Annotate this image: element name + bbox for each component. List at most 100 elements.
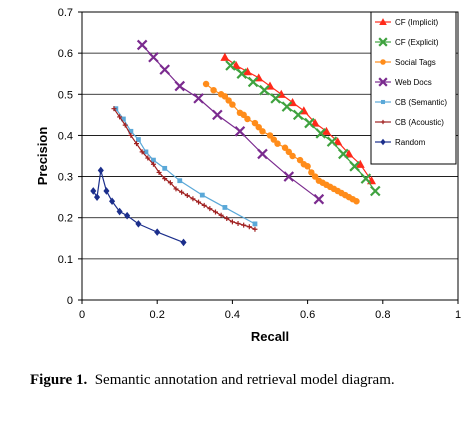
data-point-random xyxy=(94,193,101,201)
data-point-social-tags xyxy=(289,152,296,160)
x-tick-label: 0.4 xyxy=(225,309,240,321)
data-point-cf-explicit xyxy=(338,148,349,160)
data-point-cf-explicit xyxy=(225,60,236,71)
data-point-cb-acoustic xyxy=(252,226,258,232)
data-point-cb-acoustic xyxy=(179,189,185,195)
data-point-cb-acoustic xyxy=(173,186,179,192)
legend-marker-social-tags xyxy=(380,59,386,65)
data-point-social-tags xyxy=(281,144,289,152)
data-point-cb-acoustic xyxy=(150,161,156,167)
legend-label-web-docs: Web Docs xyxy=(395,78,432,87)
y-axis-title: Precision xyxy=(35,127,50,186)
data-point-social-tags xyxy=(244,115,251,123)
legend-label-cf-explicit: CF (Explicit) xyxy=(395,38,439,47)
x-tick-label: 1 xyxy=(455,309,461,321)
data-point-social-tags xyxy=(251,119,259,127)
figure-caption: Figure 1. Semantic annotation and retrie… xyxy=(30,370,450,391)
data-point-social-tags xyxy=(259,128,266,135)
data-point-cb-semantic xyxy=(120,116,126,122)
legend-marker-random xyxy=(380,138,386,146)
data-point-web-docs xyxy=(148,51,159,63)
data-point-web-docs xyxy=(234,126,246,137)
data-point-cb-acoustic xyxy=(122,122,128,128)
x-tick-label: 0 xyxy=(79,309,85,321)
series-cf-implicit xyxy=(220,52,377,185)
data-point-cb-acoustic xyxy=(134,141,140,147)
legend-marker-web-docs xyxy=(378,77,388,87)
data-point-random xyxy=(116,207,123,216)
series-cb-acoustic xyxy=(111,106,258,232)
data-point-cf-explicit xyxy=(326,136,338,147)
data-point-cb-acoustic xyxy=(218,212,224,218)
series-cf-explicit xyxy=(225,60,381,197)
data-point-cb-acoustic xyxy=(145,155,151,161)
series-web-docs xyxy=(136,39,325,205)
y-tick-label: 0.1 xyxy=(58,254,73,266)
data-point-cf-explicit xyxy=(292,109,304,121)
data-point-cb-acoustic xyxy=(184,192,190,198)
legend-label-cb-acoustic: CB (Acoustic) xyxy=(395,118,444,127)
data-point-cf-explicit xyxy=(281,101,293,112)
series-line-web-docs xyxy=(141,44,320,200)
data-point-cf-implicit xyxy=(231,60,241,70)
data-point-cb-acoustic xyxy=(111,106,117,112)
data-point-social-tags xyxy=(229,101,236,108)
data-point-cf-explicit xyxy=(360,173,372,184)
y-tick-label: 0.4 xyxy=(58,130,73,142)
data-point-cf-explicit xyxy=(259,84,270,96)
data-point-cf-implicit xyxy=(333,137,343,146)
legend: CF (Implicit) CF (Explicit) Social Tags Web… xyxy=(370,11,457,165)
data-point-cb-semantic xyxy=(222,205,228,210)
data-point-random xyxy=(97,166,104,175)
y-tick-label: 0.2 xyxy=(58,213,73,225)
data-point-cf-explicit xyxy=(315,128,327,139)
data-point-cb-acoustic xyxy=(167,180,173,186)
data-point-social-tags xyxy=(240,111,247,119)
data-point-cb-semantic xyxy=(177,178,183,184)
plot-area-frame xyxy=(81,11,459,301)
data-point-cb-acoustic xyxy=(224,216,230,222)
series-cb-semantic xyxy=(113,106,258,227)
y-tick-label: 0.7 xyxy=(58,7,73,19)
data-series xyxy=(90,39,381,247)
data-point-cb-acoustic xyxy=(246,224,252,230)
data-point-social-tags xyxy=(353,198,360,205)
data-point-random xyxy=(90,187,97,195)
data-point-cf-explicit xyxy=(247,76,259,88)
data-point-social-tags xyxy=(296,156,304,164)
data-point-web-docs xyxy=(174,80,186,92)
x-tick-label: 0.6 xyxy=(300,309,315,321)
legend-marker-cb-acoustic xyxy=(380,119,386,125)
data-point-web-docs xyxy=(136,39,148,51)
data-point-cb-semantic xyxy=(252,221,258,227)
data-point-cf-explicit xyxy=(349,161,360,172)
series-line-cb-semantic xyxy=(115,108,256,225)
series-line-random xyxy=(92,170,184,243)
legend-marker-cf-explicit xyxy=(378,37,388,47)
legend-label-cf-implicit: CF (Implicit) xyxy=(395,18,438,27)
data-point-cb-semantic xyxy=(151,157,156,163)
data-point-cb-semantic xyxy=(199,192,205,198)
data-point-cf-implicit xyxy=(355,159,365,168)
data-point-cb-acoustic xyxy=(212,209,218,215)
data-point-cb-acoustic xyxy=(235,220,241,226)
data-point-cb-acoustic xyxy=(117,114,123,120)
data-point-random xyxy=(135,220,142,228)
data-point-cb-acoustic xyxy=(241,222,247,228)
legend-box xyxy=(370,11,457,165)
data-point-cf-explicit xyxy=(304,117,315,129)
data-point-cb-acoustic xyxy=(139,149,145,155)
x-tick-label: 0.8 xyxy=(375,309,390,321)
data-point-social-tags xyxy=(311,173,319,180)
data-point-random xyxy=(124,211,131,220)
data-point-social-tags xyxy=(221,93,229,100)
data-point-cb-acoustic xyxy=(190,196,196,202)
data-point-social-tags xyxy=(304,163,311,170)
data-point-cf-explicit xyxy=(236,68,248,79)
data-point-social-tags xyxy=(285,148,293,156)
axis-ticks: 0 0.1 0.2 0.3 0.4 0.5 0.6 0.7 0 0.2 0.4 0.6 0.8 1 xyxy=(58,7,461,321)
data-point-cb-acoustic xyxy=(196,199,202,205)
data-point-social-tags xyxy=(274,140,281,147)
series-random xyxy=(90,166,187,247)
